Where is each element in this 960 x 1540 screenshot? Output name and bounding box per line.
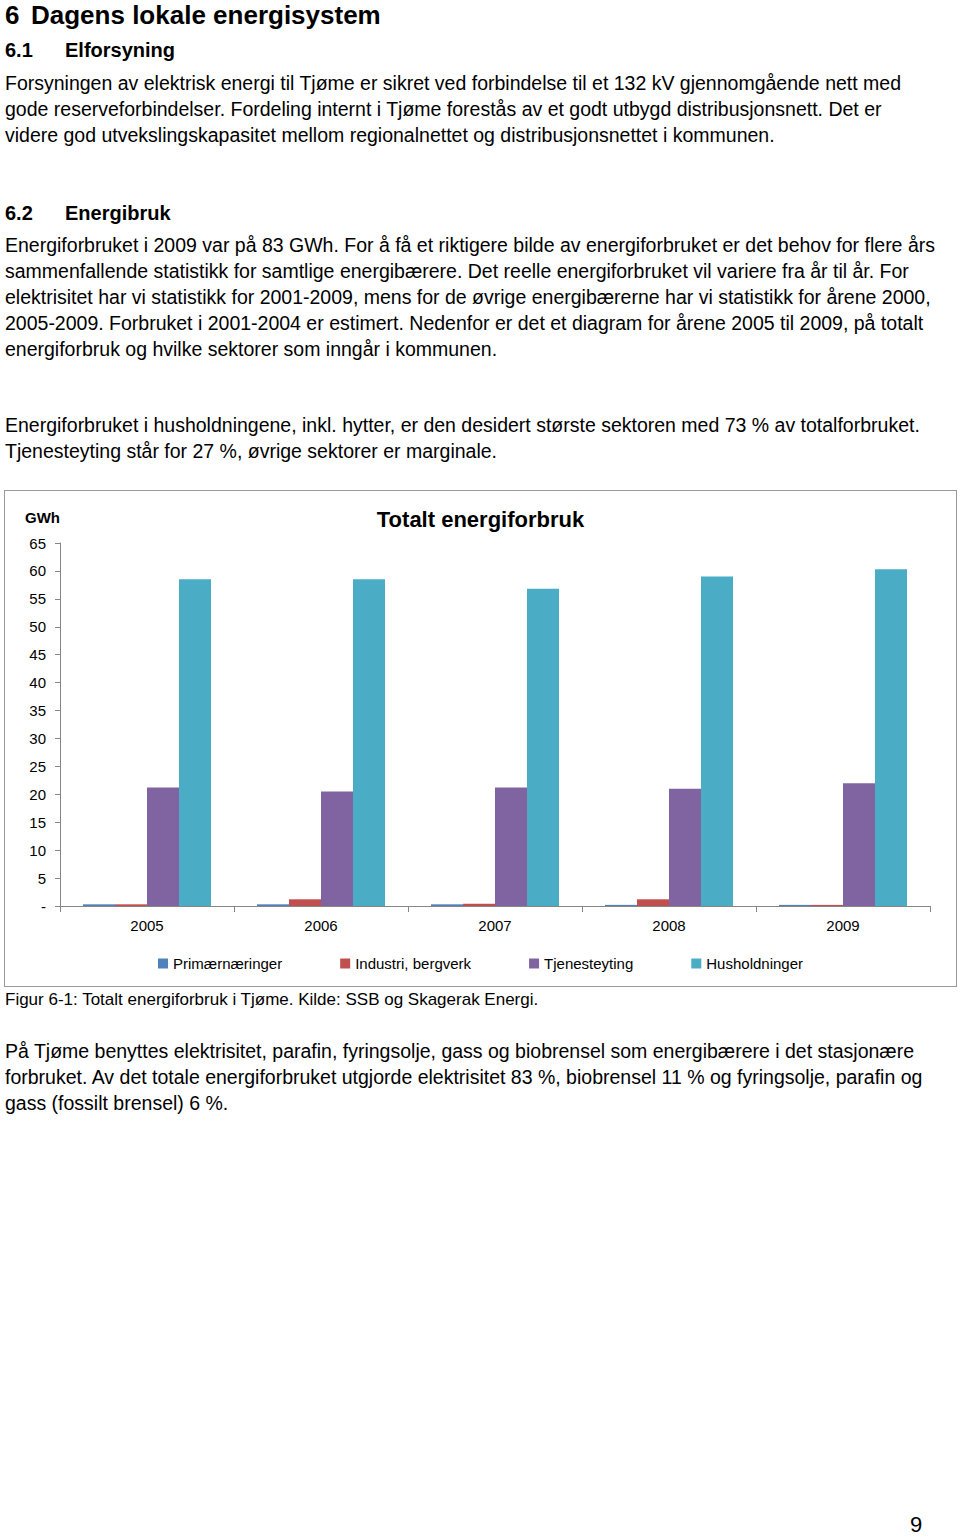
svg-text:GWh: GWh	[25, 509, 60, 526]
svg-text:45: 45	[29, 646, 46, 663]
html-text:Elforsyning: Elforsyning	[65, 39, 175, 61]
svg-text:10: 10	[29, 842, 46, 859]
svg-text:60: 60	[29, 562, 46, 579]
svg-text:Totalt energiforbruk: Totalt energiforbruk	[377, 507, 585, 532]
svg-text:55: 55	[29, 590, 46, 607]
svg-text:30: 30	[29, 730, 46, 747]
svg-text:65: 65	[29, 535, 46, 552]
svg-text:-: -	[41, 898, 46, 915]
svg-text:20: 20	[29, 786, 46, 803]
svg-text:2009: 2009	[826, 917, 859, 934]
svg-text:Husholdninger: Husholdninger	[706, 955, 803, 972]
svg-text:2006: 2006	[304, 917, 337, 934]
svg-text:Tjenesteyting: Tjenesteyting	[544, 955, 633, 972]
html-text:Forsyningen av elektrisk energ: Forsyningen av elektrisk energi til Tjøm…	[5, 72, 901, 146]
svg-text:40: 40	[29, 674, 46, 691]
svg-text:50: 50	[29, 618, 46, 635]
html-text:6.2: 6.2	[5, 202, 33, 224]
html-text:Energiforbruket i husholdninge: Energiforbruket i husholdningene, inkl. …	[5, 414, 920, 462]
svg-text:5: 5	[38, 870, 46, 887]
html-text:Energiforbruket i 2009 var på: Energiforbruket i 2009 var på 83 GWh. Fo…	[5, 234, 935, 360]
svg-text:2005: 2005	[130, 917, 163, 934]
svg-text:Primærnæringer: Primærnæringer	[173, 955, 282, 972]
html-text:Energibruk: Energibruk	[65, 202, 171, 224]
html-text:Dagens lokale energisystem: Dagens lokale energisystem	[31, 0, 381, 30]
html-text:På Tjøme benyttes elektrisitet: På Tjøme benyttes elektrisitet, parafin,…	[5, 1040, 923, 1114]
html-text:Figur 6-1: Totalt energiforbru: Figur 6-1: Totalt energiforbruk i Tjøme.…	[5, 990, 539, 1009]
svg-text:15: 15	[29, 814, 46, 831]
html-text:6.1: 6.1	[5, 39, 33, 61]
svg-text:2008: 2008	[652, 917, 685, 934]
svg-text:35: 35	[29, 702, 46, 719]
html-text:9: 9	[910, 1512, 923, 1537]
html-text:6: 6	[5, 0, 20, 30]
svg-text:25: 25	[29, 758, 46, 775]
svg-text:Industri, bergverk: Industri, bergverk	[355, 955, 471, 972]
svg-text:2007: 2007	[478, 917, 511, 934]
